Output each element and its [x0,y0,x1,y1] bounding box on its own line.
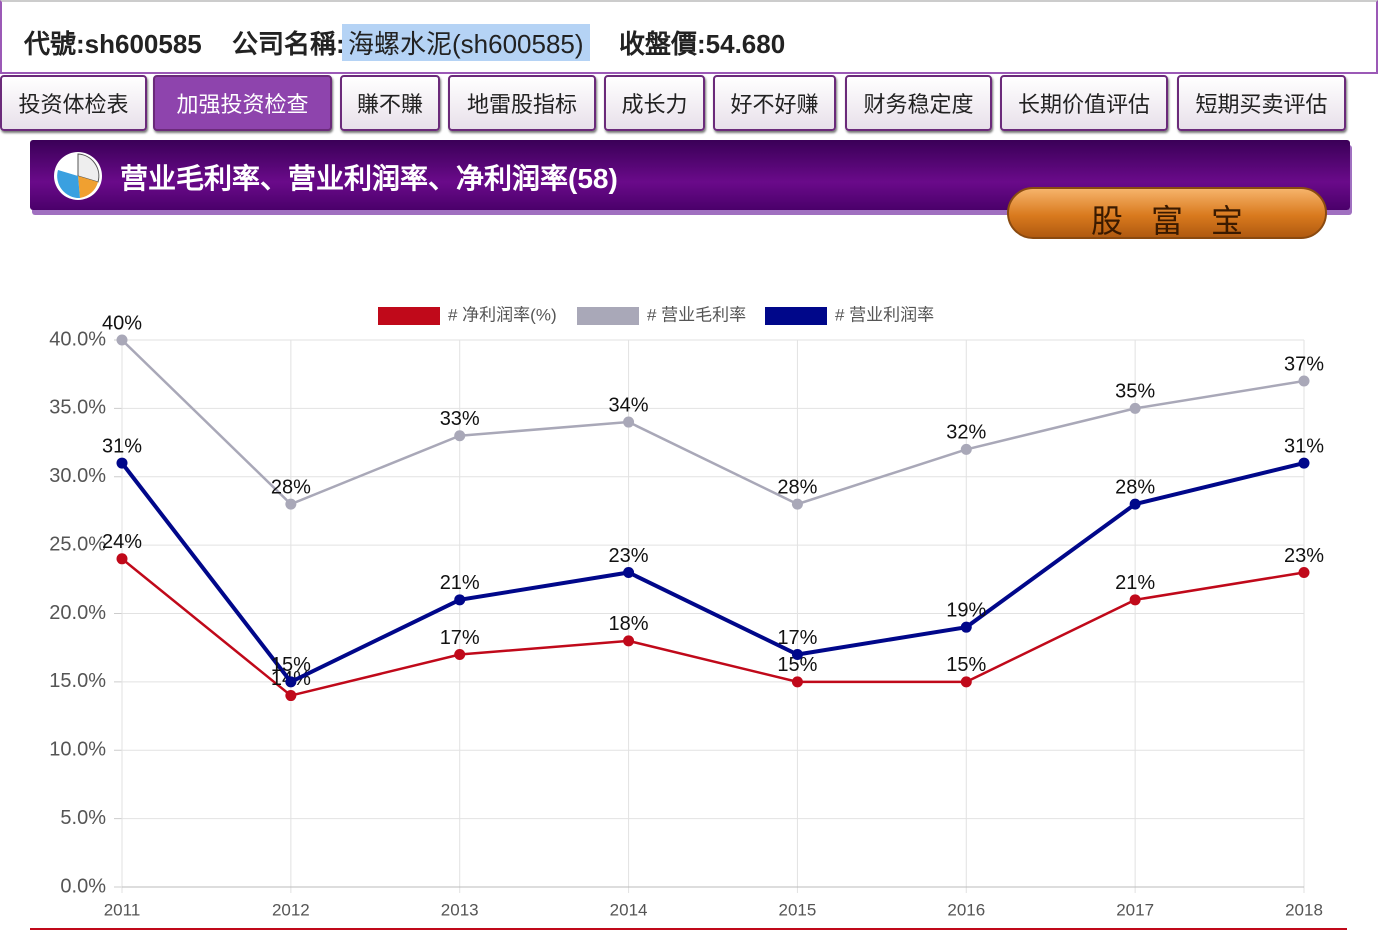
point [454,430,466,442]
x-tick-label: 2017 [1116,900,1154,919]
brand-badge: 股富宝 [1007,187,1327,239]
tab-active[interactable]: 加强投资检查 [153,75,332,131]
point [1129,402,1141,414]
point [116,553,128,565]
x-tick-label: 2013 [441,900,479,919]
data-label: 33% [440,408,480,430]
point [1298,457,1310,469]
point [285,690,297,702]
company-label: 公司名稱: [232,29,345,59]
y-tick-label: 25.0% [49,533,106,555]
data-label: 32% [946,422,986,444]
data-label: 31% [1284,435,1324,457]
data-label: 19% [946,599,986,621]
tab[interactable]: 长期价值评估 [1000,75,1168,131]
section-title: 营业毛利率、营业利润率、净利润率(58) [120,163,618,194]
tab[interactable]: 地雷股指标 [448,75,596,131]
data-label: 31% [102,435,142,457]
legend-label: # 营业毛利率 [647,305,746,324]
x-tick-label: 2015 [779,900,817,919]
data-label: 18% [609,613,649,635]
x-tick-label: 2018 [1285,900,1323,919]
y-tick-label: 15.0% [49,670,106,692]
chart: 0.0% 5.0% 10.0% 15.0% 20.0% 25.0% 30.0% 35.0% 40… [30,305,1347,930]
y-tick-label: 35.0% [49,397,106,419]
point [1298,375,1310,387]
y-tick-label: 40.0% [49,328,106,350]
data-label: 23% [609,545,649,567]
legend-label: # 营业利润率 [835,305,934,324]
stock-code: 代號:sh600585 [24,29,202,59]
data-label: 35% [1115,381,1155,403]
point [1129,498,1141,510]
point [791,649,803,661]
point [285,498,297,510]
tab[interactable]: 賺不賺 [340,75,440,131]
section-banner: 营业毛利率、营业利润率、净利润率(58) [30,140,1350,210]
data-label: 21% [1115,572,1155,594]
data-label: 15% [946,654,986,676]
legend-swatch [378,307,440,325]
data-label: 17% [777,627,817,649]
x-tick-label: 2014 [610,900,648,919]
point [623,566,635,578]
header: 代號:sh600585 公司名稱: 海螺水泥(sh600585) 收盤價:54.… [0,0,1378,74]
data-label: 24% [102,531,142,553]
data-label: 37% [1284,353,1324,375]
x-tick-label: 2012 [272,900,310,919]
x-tick-label: 2016 [947,900,985,919]
data-label: 15% [271,654,311,676]
legend-swatch [765,307,827,325]
data-label: 40% [102,312,142,334]
point [454,594,466,606]
point [623,416,635,428]
data-label: 34% [609,394,649,416]
data-label: 17% [440,627,480,649]
y-tick-label: 5.0% [60,807,106,829]
y-tick-label: 30.0% [49,465,106,487]
data-label: 28% [1115,476,1155,498]
tab[interactable]: 财务稳定度 [845,75,992,131]
point [1129,594,1141,606]
close-price: 收盤價:54.680 [619,29,786,59]
series-line [120,461,1305,685]
point [791,498,803,510]
brand-text: 股富宝 [1090,203,1271,239]
point [1298,566,1310,578]
tab[interactable]: 投资体检表 [0,75,147,131]
point [116,334,128,346]
legend-swatch [577,307,639,325]
data-label: 28% [777,476,817,498]
point [454,649,466,661]
data-label: 23% [1284,545,1324,567]
pie-icon [54,152,102,200]
data-label: 15% [777,654,817,676]
company-name: 海螺水泥(sh600585) [342,24,590,61]
x-tick-label: 2011 [104,900,141,919]
y-tick-label: 10.0% [49,739,106,761]
series-line [121,339,1305,506]
tab[interactable]: 好不好赚 [713,75,836,131]
point [623,635,635,647]
point [960,443,972,455]
legend-label: # 净利润率(%) [448,305,557,324]
point [116,457,128,469]
point [960,621,972,633]
tab[interactable]: 成长力 [604,75,705,131]
data-label: 28% [271,476,311,498]
data-label: 21% [440,572,480,594]
point [960,676,972,688]
series-line [121,557,1305,697]
y-tick-label: 0.0% [60,875,106,897]
point [791,676,803,688]
point [285,676,297,688]
tab[interactable]: 短期买卖评估 [1177,75,1346,131]
y-tick-label: 20.0% [49,602,106,624]
